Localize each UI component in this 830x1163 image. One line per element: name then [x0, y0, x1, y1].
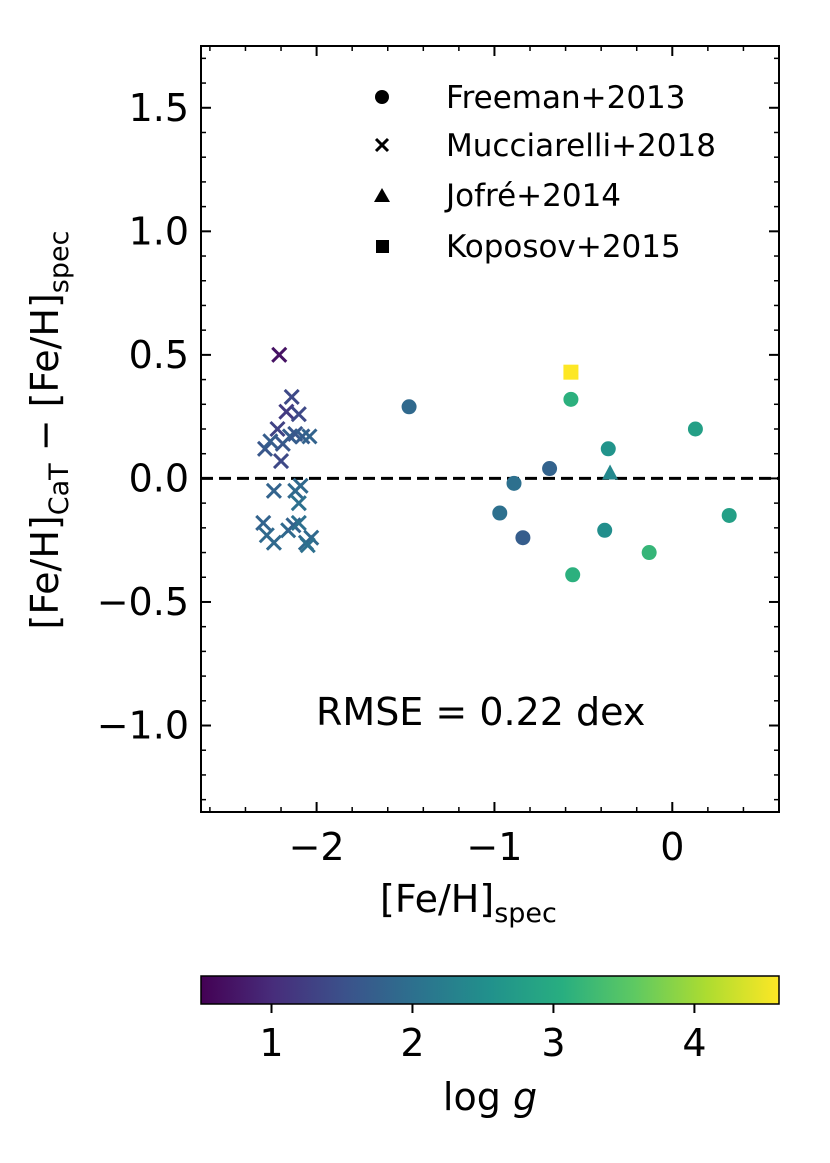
colorbar-tick-label: 2: [400, 1021, 424, 1065]
y-axis-title-minus: −: [23, 407, 67, 463]
colorbar-title-main: log: [443, 1075, 513, 1119]
legend-label-jofre: Jofré+2014: [444, 178, 621, 214]
mucciarelli-point: [255, 514, 272, 531]
legend-label-freeman: Freeman+2013: [446, 80, 686, 116]
mucciarelli-point-stroke: [271, 346, 288, 363]
mucciarelli-point-stroke: [269, 420, 286, 438]
y-axis-title-part1: [Fe/H]: [23, 515, 67, 629]
freeman-point: [506, 475, 522, 491]
mucciarelli-point: [272, 453, 290, 470]
mucciarelli-point: [269, 420, 286, 438]
mucciarelli-point-stroke: [301, 428, 318, 445]
mucciarelli-point-stroke: [290, 495, 307, 512]
mucciarelli-point-stroke: [265, 482, 282, 499]
freeman-point: [563, 391, 579, 407]
colorbar-ticks: 1 2 3 4: [259, 1004, 707, 1065]
x-tick-label: −2: [289, 825, 345, 869]
plot-frame: [200, 45, 780, 813]
y-axis-title-part2: [Fe/H]: [23, 293, 67, 407]
colorbar-title: log g: [443, 1075, 537, 1119]
y-tick-labels: −1.0 −0.5 0.0 0.5 1.0 1.5: [97, 86, 189, 748]
mucciarelli-point: [290, 514, 307, 531]
mucciarelli-point-stroke: [272, 453, 290, 470]
rmse-annotation: RMSE = 0.22 dex: [316, 690, 645, 734]
y-axis-title: [Fe/H]CaT − [Fe/H]spec: [23, 231, 75, 630]
mucciarelli-point: [265, 482, 282, 499]
x-axis-title-sub: spec: [494, 898, 557, 929]
mucciarelli-point-stroke: [292, 477, 309, 494]
legend-label-koposov: Koposov+2015: [446, 229, 681, 265]
y-tick-label: −1.0: [97, 704, 189, 748]
x-tick-labels: −2 −1 0: [289, 825, 685, 869]
y-tick-label: 0.5: [129, 333, 189, 377]
legend-label-mucciarelli: Mucciarelli+2018: [446, 128, 716, 164]
legend-marker-triangle: [374, 188, 390, 202]
mucciarelli-point: [290, 406, 307, 423]
y-tick-label: 0.0: [129, 456, 189, 500]
mucciarelli-point-stroke: [287, 425, 304, 443]
y-tick-label: 1.5: [129, 86, 189, 130]
legend: Freeman+2013 Mucciarelli+2018 Jofré+2014…: [374, 80, 716, 265]
mucciarelli-point-stroke: [290, 406, 307, 423]
freeman-point: [721, 507, 737, 523]
freeman-point: [565, 567, 581, 583]
mucciarelli-point: [301, 428, 318, 445]
mucciarelli-point: [278, 403, 295, 420]
mucciarelli-point: [271, 346, 288, 363]
y-tick-label: −0.5: [97, 580, 189, 624]
freeman-point: [492, 505, 508, 521]
mucciarelli-point-stroke: [278, 403, 295, 420]
freeman-point: [542, 461, 558, 477]
x-tick-label: −1: [466, 825, 522, 869]
mucciarelli-point-stroke: [283, 388, 300, 405]
freeman-point: [401, 399, 417, 415]
scatter-points: [255, 346, 737, 583]
y-axis-title-sub2: spec: [44, 231, 75, 294]
mucciarelli-point: [265, 534, 282, 551]
freeman-point: [641, 545, 657, 561]
mucciarelli-point-stroke: [265, 534, 282, 551]
mucciarelli-point: [299, 537, 316, 554]
colorbar-title-var: g: [513, 1075, 537, 1119]
freeman-point: [515, 530, 531, 546]
mucciarelli-point: [290, 495, 307, 512]
mucciarelli-point: [292, 477, 309, 494]
colorbar-tick-label: 1: [259, 1021, 283, 1065]
freeman-point: [687, 421, 703, 437]
x-axis-title-main: [Fe/H]: [380, 877, 494, 921]
freeman-point: [600, 441, 616, 457]
y-axis-title-sub1: CaT: [44, 463, 75, 515]
mucciarelli-point: [262, 433, 279, 450]
jofre-point: [602, 464, 619, 480]
mucciarelli-point: [294, 428, 311, 445]
colorbar-tick-label: 4: [682, 1021, 706, 1065]
koposov-point: [563, 364, 579, 380]
colorbar-tick-label: 3: [541, 1021, 565, 1065]
legend-marker-x: [374, 137, 390, 153]
mucciarelli-point-stroke: [258, 527, 275, 544]
mucciarelli-point-stroke: [255, 514, 272, 531]
x-axis-title: [Fe/H]spec: [380, 877, 557, 929]
mucciarelli-point-stroke: [299, 537, 316, 554]
y-tick-label: 1.0: [129, 209, 189, 253]
mucciarelli-point-stroke: [294, 428, 311, 445]
mucciarelli-point-stroke: [290, 514, 307, 531]
legend-marker-square: [376, 240, 389, 253]
mucciarelli-point-stroke: [262, 433, 279, 450]
freeman-point: [597, 522, 613, 538]
legend-marker-circle: [375, 90, 389, 104]
x-tick-label: 0: [660, 825, 684, 869]
colorbar: [200, 975, 780, 1005]
mucciarelli-point: [283, 388, 300, 405]
